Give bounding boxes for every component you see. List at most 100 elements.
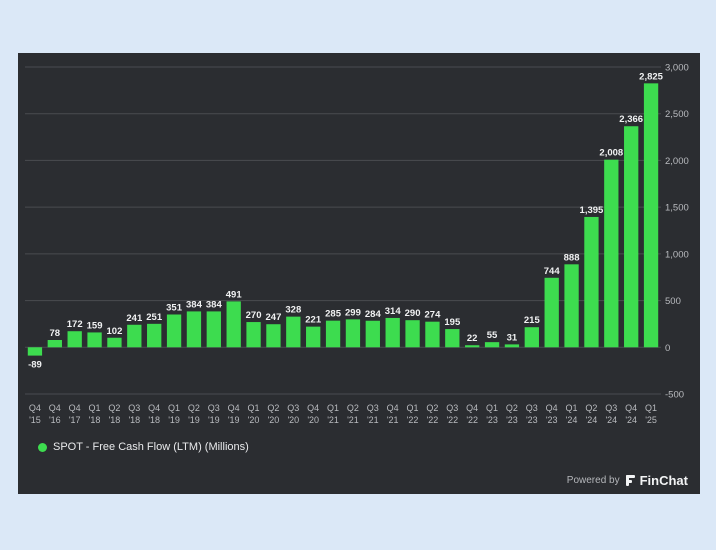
x-tick-label-year: '23 (506, 415, 518, 425)
data-label: 251 (146, 312, 163, 323)
data-label: 31 (507, 332, 518, 343)
x-tick-label: Q1 (645, 403, 657, 413)
x-tick-label-year: '18 (109, 415, 121, 425)
data-label: 78 (50, 328, 61, 339)
bar (584, 216, 599, 348)
x-tick-label: Q1 (89, 403, 101, 413)
x-tick-label: Q1 (248, 403, 260, 413)
x-tick-label: Q2 (347, 403, 359, 413)
x-tick-label-year: '24 (625, 415, 637, 425)
bar (385, 317, 400, 348)
data-label: 159 (87, 320, 103, 331)
data-label: 299 (345, 307, 361, 318)
x-tick-label: Q4 (466, 403, 478, 413)
bar (67, 331, 82, 348)
x-tick-label: Q1 (327, 403, 339, 413)
bar (226, 301, 241, 348)
bar (27, 347, 43, 356)
x-tick-label-year: '22 (446, 415, 458, 425)
finchat-logo-icon (625, 474, 637, 487)
x-tick-label-year: '23 (486, 415, 498, 425)
bar (365, 320, 380, 348)
x-tick-label-year: '22 (427, 415, 439, 425)
data-label: 888 (564, 252, 580, 263)
x-tick-label: Q4 (49, 403, 61, 413)
x-tick-label-year: '19 (208, 415, 220, 425)
brand: FinChat (625, 473, 688, 488)
x-tick-label-year: '19 (228, 415, 240, 425)
x-tick-label: Q1 (566, 403, 578, 413)
x-tick-label: Q2 (188, 403, 200, 413)
x-tick-label: Q2 (506, 403, 518, 413)
x-tick-label-year: '17 (69, 415, 81, 425)
data-label: 491 (226, 289, 243, 300)
data-label: 274 (425, 310, 442, 321)
x-tick-label: Q4 (29, 403, 41, 413)
x-tick-label: Q2 (108, 403, 120, 413)
x-tick-label-year: '18 (148, 415, 160, 425)
data-label: -89 (28, 360, 42, 371)
bar (624, 126, 639, 348)
data-label: 384 (186, 299, 203, 310)
data-label: 270 (246, 310, 262, 321)
bar (465, 345, 480, 348)
bar (405, 320, 420, 348)
data-label: 314 (385, 306, 402, 317)
bar (544, 277, 559, 348)
bar (286, 316, 301, 348)
x-tick-label-year: '20 (287, 415, 299, 425)
bar (107, 337, 122, 348)
x-tick-label: Q3 (367, 403, 379, 413)
x-tick-label-year: '24 (605, 415, 617, 425)
bar (47, 339, 62, 348)
bar (166, 314, 182, 348)
data-label: 215 (524, 315, 541, 326)
y-tick-label: 500 (665, 296, 681, 307)
y-tick-label: 0 (665, 343, 670, 354)
x-tick-label-year: '24 (566, 415, 578, 425)
x-tick-label-year: '18 (89, 415, 101, 425)
x-tick-label: Q1 (407, 403, 419, 413)
y-tick-label: 2,500 (665, 109, 689, 120)
bar (306, 326, 321, 348)
x-tick-label: Q4 (387, 403, 399, 413)
x-tick-label: Q3 (287, 403, 299, 413)
bar (87, 332, 102, 348)
x-tick-label-year: '21 (327, 415, 339, 425)
bar (425, 321, 440, 348)
x-tick-label: Q2 (267, 403, 279, 413)
brand-name: FinChat (639, 473, 688, 488)
x-tick-label-year: '16 (49, 415, 61, 425)
x-tick-label: Q2 (426, 403, 438, 413)
powered-by-label: Powered by (566, 475, 620, 486)
y-tick-label: 1,500 (665, 203, 689, 214)
bar (564, 264, 579, 348)
x-tick-label: Q4 (69, 403, 81, 413)
legend-swatch (38, 442, 47, 452)
data-label: 247 (266, 312, 282, 323)
x-tick-label-year: '24 (586, 415, 598, 425)
data-label: 290 (405, 308, 421, 319)
x-tick-label-year: '15 (29, 415, 41, 425)
x-tick-label-year: '20 (248, 415, 260, 425)
x-tick-label-year: '25 (645, 415, 657, 425)
x-tick-label: Q3 (446, 403, 458, 413)
x-tick-label: Q1 (486, 403, 498, 413)
x-tick-label: Q2 (585, 403, 597, 413)
data-label: 221 (305, 315, 322, 326)
bar (147, 323, 162, 348)
data-label: 241 (126, 313, 143, 324)
y-tick-label: 1,000 (665, 249, 689, 260)
bar (325, 320, 341, 348)
x-tick-label-year: '20 (307, 415, 319, 425)
x-tick-label-year: '22 (407, 415, 419, 425)
bar (186, 311, 202, 348)
x-tick-label: Q4 (546, 403, 558, 413)
data-label: 351 (166, 302, 183, 313)
bar-chart: -500 0 500 1,000 1,500 2,000 2,500 3,000 -89 Q4 '1… (25, 63, 689, 425)
data-label: 744 (544, 266, 561, 277)
bar (345, 319, 361, 348)
bar (524, 327, 539, 348)
data-label: 2,008 (599, 148, 623, 159)
x-tick-label: Q4 (307, 403, 319, 413)
